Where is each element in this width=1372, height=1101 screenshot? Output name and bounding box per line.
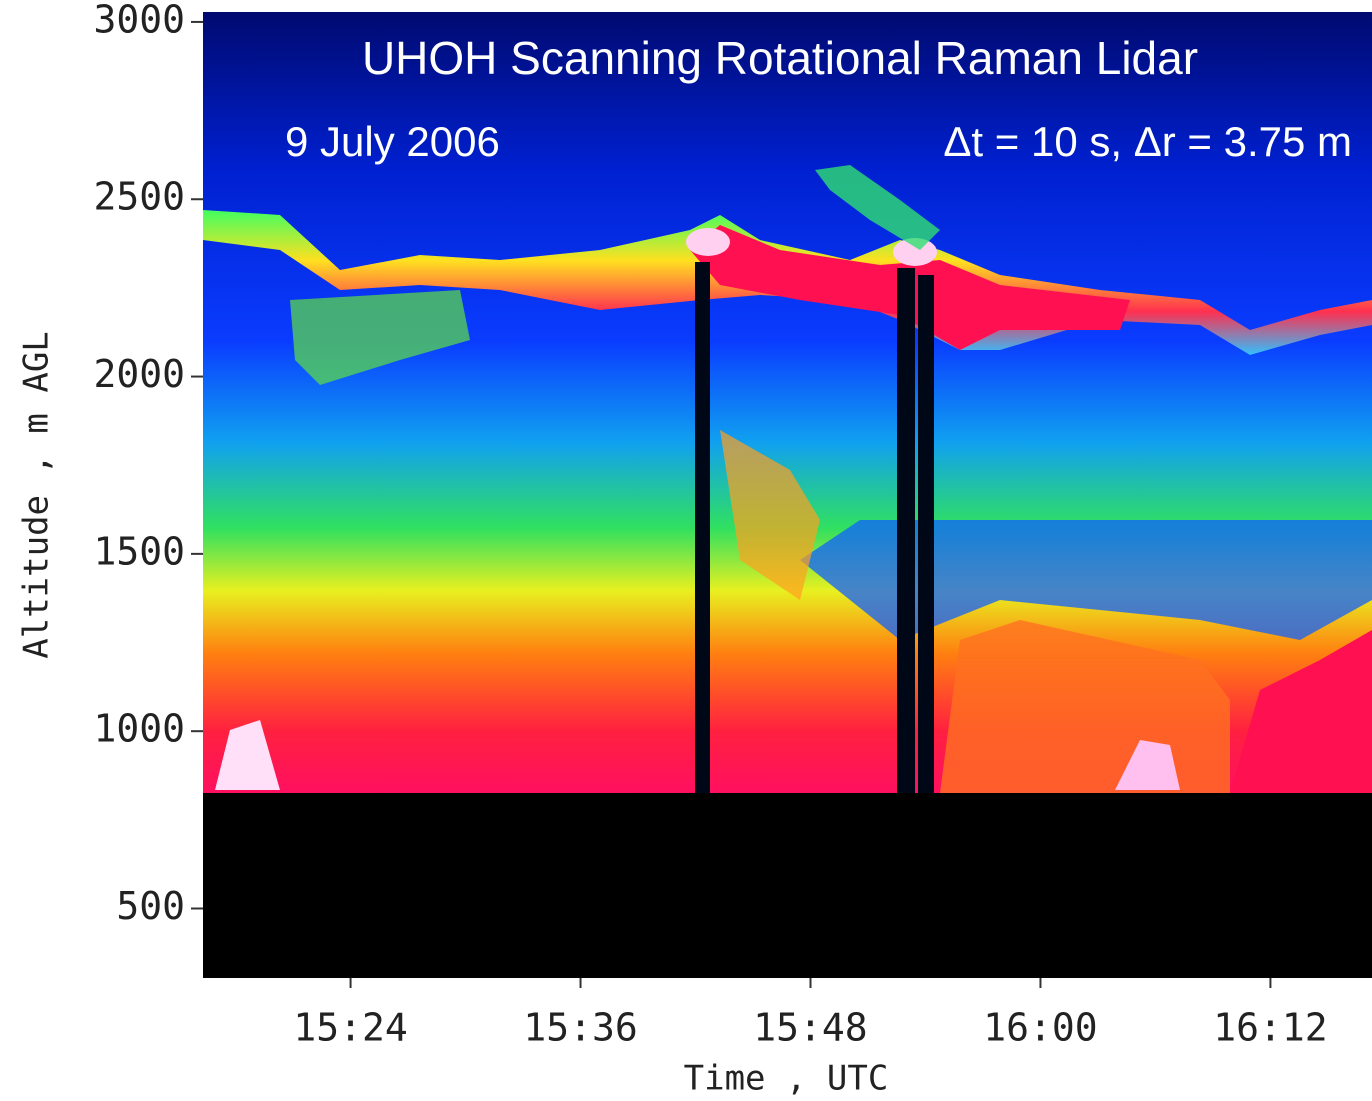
lidar-image [203, 12, 1372, 978]
plume [720, 430, 820, 600]
y-tick-label: 2000 [93, 352, 185, 396]
cloud-shadow [695, 262, 710, 793]
y-tick-label: 2500 [93, 175, 185, 219]
x-tick-label: 15:48 [753, 1006, 867, 1050]
x-tick-label: 16:00 [983, 1006, 1097, 1050]
annotation: Δt = 10 s, Δr = 3.75 m [943, 118, 1352, 165]
blind-region [203, 793, 1372, 978]
y-tick-label: 1000 [93, 707, 185, 751]
subtitle: 9 July 2006 [285, 118, 500, 165]
y-tick-label: 3000 [93, 0, 185, 41]
plume [815, 165, 940, 250]
cloud-shadow [897, 268, 915, 793]
chart-title: UHOH Scanning Rotational Raman Lidar [362, 32, 1198, 84]
cloud-core [1115, 740, 1180, 790]
y-axis-label: Altitude , m AGL [17, 331, 57, 659]
cloud-core [893, 238, 937, 266]
x-tick-label: 16:12 [1213, 1006, 1327, 1050]
y-tick-label: 1500 [93, 529, 185, 573]
cloud-shadow [918, 275, 934, 793]
plume [290, 290, 470, 385]
cloud-core [686, 228, 730, 256]
x-axis-label: Time , UTC [684, 1059, 889, 1099]
low-layer [1230, 630, 1372, 793]
y-tick-label: 500 [116, 884, 185, 928]
clear-region [800, 520, 1372, 640]
cloud-core [215, 720, 280, 790]
x-tick-label: 15:24 [293, 1006, 407, 1050]
x-tick-label: 15:36 [523, 1006, 637, 1050]
